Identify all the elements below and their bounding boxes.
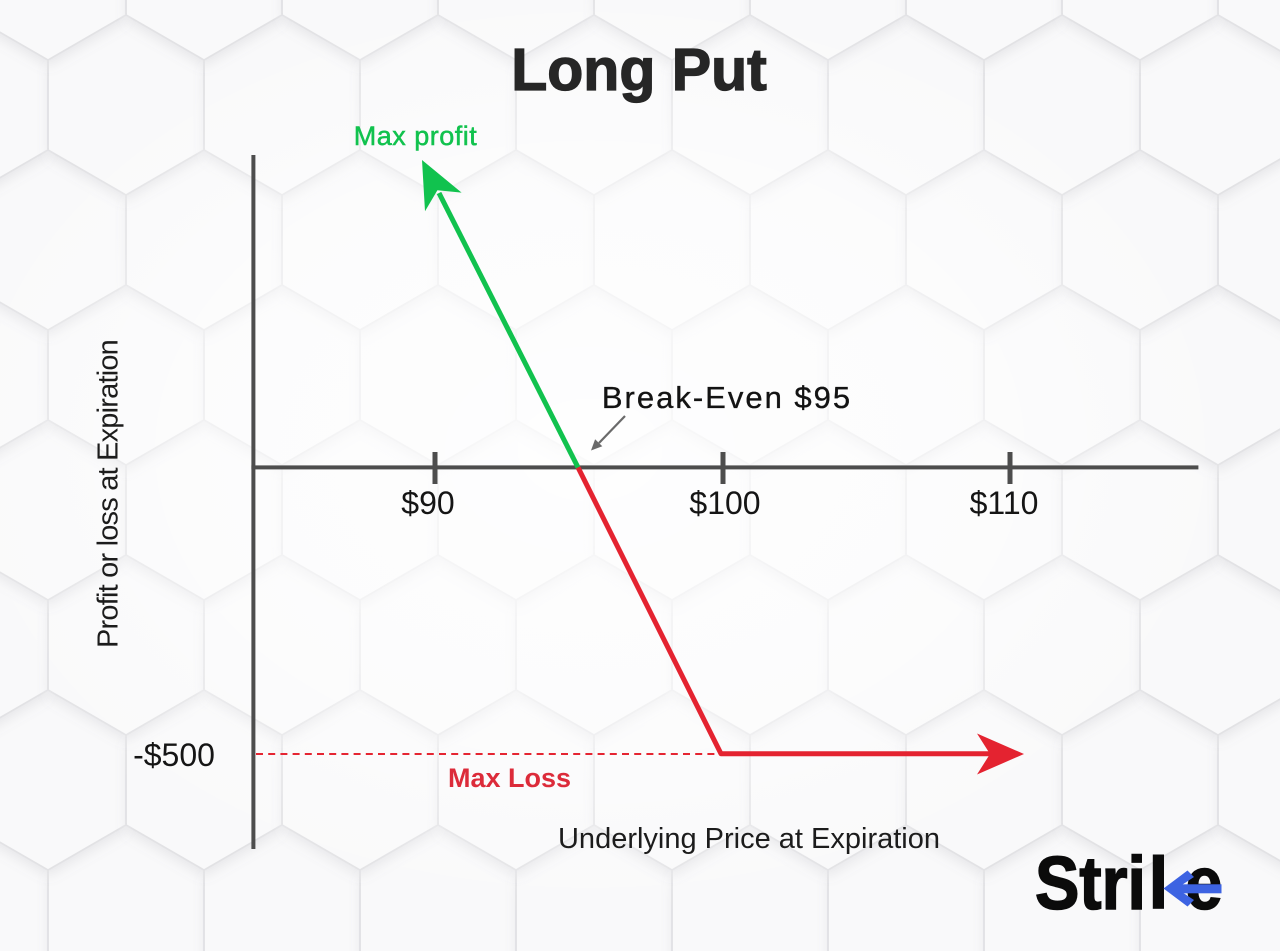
svg-text:e: e	[1186, 841, 1223, 925]
svg-text:Stri: Stri	[1035, 841, 1146, 925]
